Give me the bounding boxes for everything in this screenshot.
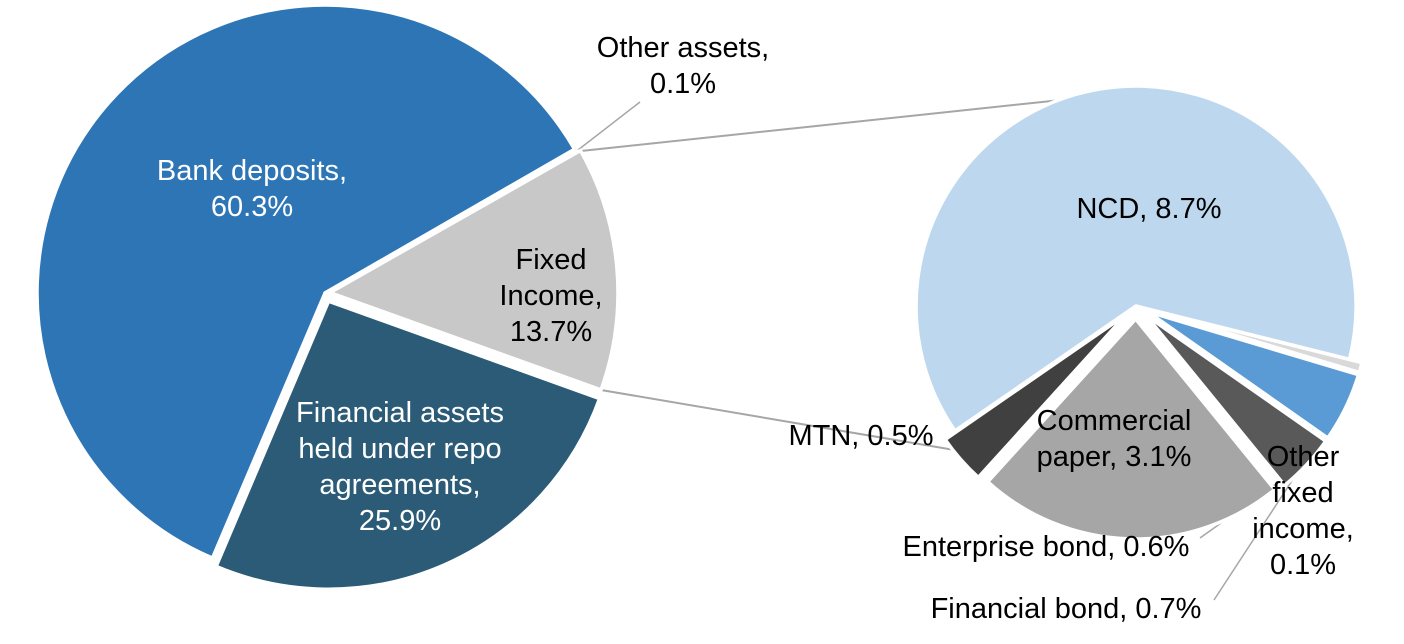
label-enterprise-bond: Enterprise bond, 0.6% [902, 531, 1190, 564]
main-pie [35, 3, 620, 591]
label-financial-repo: Financial assets held under repo agreeme… [296, 397, 504, 537]
secondary-pie [914, 84, 1364, 541]
label-ncd: NCD, 8.7% [1076, 193, 1222, 226]
label-other-fixed-income: Other fixed income, 0.1% [1252, 441, 1354, 581]
label-bank-deposits: Bank deposits, 60.3% [156, 155, 348, 223]
leader-line-other-assets [577, 101, 641, 151]
label-other-assets: Other assets, 0.1% [596, 32, 770, 100]
slice-other-fixed-income [1146, 307, 1364, 375]
label-mtn: MTN, 0.5% [788, 420, 934, 453]
label-commercial-paper: Commercial paper, 3.1% [1036, 405, 1192, 473]
slice-enterprise-bond [1143, 313, 1328, 488]
slice-commercial-paper [985, 317, 1277, 541]
slice-other-assets [323, 147, 578, 295]
label-financial-bond: Financial bond, 0.7% [930, 593, 1202, 626]
label-fixed-income: Fixed Income, 13.7% [499, 244, 603, 348]
slice-fixed-income [328, 148, 620, 392]
slice-mtn [943, 312, 1128, 480]
slice-bank-deposits [35, 3, 577, 560]
slice-financial-repo [214, 299, 602, 591]
series-line-bottom [600, 389, 973, 454]
series-line-top [580, 99, 1062, 152]
slice-financial-bond [1145, 309, 1361, 440]
slice-ncd [914, 84, 1358, 433]
